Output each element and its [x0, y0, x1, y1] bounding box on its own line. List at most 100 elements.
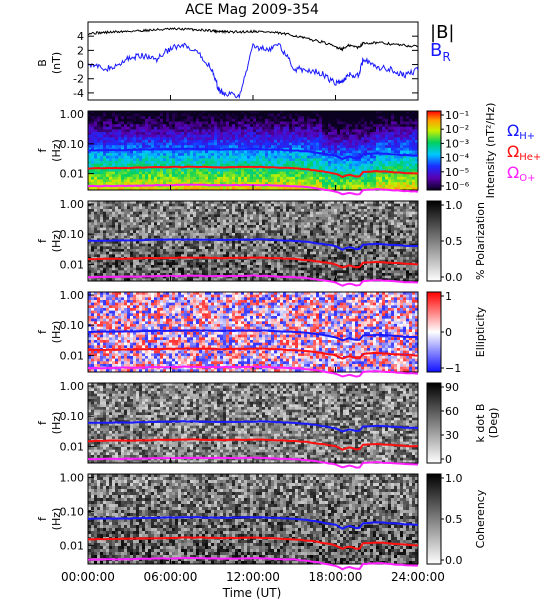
spectrogram-cell [103, 206, 107, 210]
spectrogram-cell [208, 116, 212, 120]
spectrogram-cell [100, 235, 104, 239]
spectrogram-cell [226, 111, 230, 115]
spectrogram-cell [97, 111, 101, 115]
spectrogram-cell [325, 150, 329, 154]
spectrogram-cell [94, 211, 98, 215]
spectrogram-cell [223, 222, 227, 226]
spectrogram-cell [250, 171, 254, 175]
spectrogram-cell [394, 214, 398, 218]
spectrogram-cell [112, 155, 116, 159]
spectrogram-cell [367, 137, 371, 141]
spectrogram-cell [229, 222, 233, 226]
spectrogram-cell [373, 219, 377, 223]
spectrogram-cell [388, 171, 392, 175]
spectrogram-cell [379, 161, 383, 165]
spectrogram-cell [91, 155, 95, 159]
spectrogram-cell [337, 184, 341, 188]
spectrogram-cell [325, 158, 329, 162]
spectrogram-cell [301, 155, 305, 159]
spectrogram-cell [184, 111, 188, 115]
spectrogram-cell [385, 129, 389, 133]
spectrogram-cell [199, 214, 203, 218]
spectrogram-cell [148, 126, 152, 130]
spectrogram-cell [409, 158, 413, 162]
spectrogram-cell [199, 217, 203, 221]
spectrogram-cell [109, 214, 113, 218]
spectrogram-cell [292, 214, 296, 218]
spectrogram-cell [190, 222, 194, 226]
spectrogram-cell [274, 235, 278, 239]
spectrogram-cell [400, 179, 404, 183]
spectrogram-cell [220, 137, 224, 141]
spectrogram-cell [301, 134, 305, 138]
spectrogram-cell [346, 137, 350, 141]
spectrogram-cell [118, 111, 122, 115]
spectrogram-cell [295, 121, 299, 125]
spectrogram-cell [337, 230, 341, 234]
spectrogram-cell [163, 203, 167, 207]
spectrogram-cell [145, 113, 149, 117]
spectrogram-cell [352, 153, 356, 157]
spectrogram-cell [349, 150, 353, 154]
spectrogram-cell [325, 126, 329, 130]
spectrogram-cell [265, 118, 269, 122]
spectrogram-cell [361, 235, 365, 239]
spectrogram-cell [94, 145, 98, 149]
spectrogram-cell [208, 161, 212, 165]
spectrogram-cell [394, 225, 398, 229]
spectrogram-cell [91, 182, 95, 186]
spectrogram-cell [124, 219, 128, 223]
spectrogram-cell [343, 153, 347, 157]
spectrogram-cell [199, 233, 203, 237]
spectrogram-cell [238, 155, 242, 159]
spectrogram-cell [334, 113, 338, 117]
spectrogram-cell [91, 201, 95, 205]
spectrogram-cell [250, 174, 254, 178]
spectrogram-cell [343, 227, 347, 231]
spectrogram-cell [298, 116, 302, 120]
spectrogram-cell [154, 209, 158, 213]
spectrogram-cell [220, 209, 224, 213]
spectrogram-cell [175, 168, 179, 172]
spectrogram-cell [322, 233, 326, 237]
spectrogram-cell [283, 121, 287, 125]
spectrogram-cell [115, 153, 119, 157]
spectrogram-cell [313, 201, 317, 205]
spectrogram-cell [301, 211, 305, 215]
spectrogram-cell [367, 233, 371, 237]
spectrogram-cell [331, 217, 335, 221]
spectrogram-cell [268, 230, 272, 234]
spectrogram-cell [340, 124, 344, 128]
spectrogram-cell [208, 158, 212, 162]
spectrogram-cell [352, 111, 356, 115]
spectrogram-cell [238, 187, 242, 191]
spectrogram-cell [226, 126, 230, 130]
spectrogram-cell [208, 153, 212, 157]
spectrogram-cell [103, 233, 107, 237]
spectrogram-cell [304, 235, 308, 239]
spectrogram-cell [358, 142, 362, 146]
spectrogram-cell [283, 139, 287, 143]
spectrogram-cell [325, 139, 329, 143]
spectrogram-cell [154, 233, 158, 237]
spectrogram-cell [145, 211, 149, 215]
spectrogram-cell [247, 163, 251, 167]
spectrogram-cell [301, 174, 305, 178]
spectrogram-cell [415, 147, 419, 151]
spectrogram-cell [190, 219, 194, 223]
spectrogram-cell [343, 150, 347, 154]
spectrogram-cell [337, 111, 341, 115]
spectrogram-cell [151, 201, 155, 205]
spectrogram-cell [343, 211, 347, 215]
spectrogram-cell [220, 174, 224, 178]
spectrogram-cell [232, 155, 236, 159]
spectrogram-cell [277, 155, 281, 159]
spectrogram-cell [376, 113, 380, 117]
spectrogram-cell [313, 163, 317, 167]
spectrogram-cell [223, 137, 227, 141]
spectrogram-cell [112, 116, 116, 120]
spectrogram-cell [250, 139, 254, 143]
spectrogram-cell [184, 139, 188, 143]
spectrogram-cell [241, 225, 245, 229]
spectrogram-cell [253, 142, 257, 146]
